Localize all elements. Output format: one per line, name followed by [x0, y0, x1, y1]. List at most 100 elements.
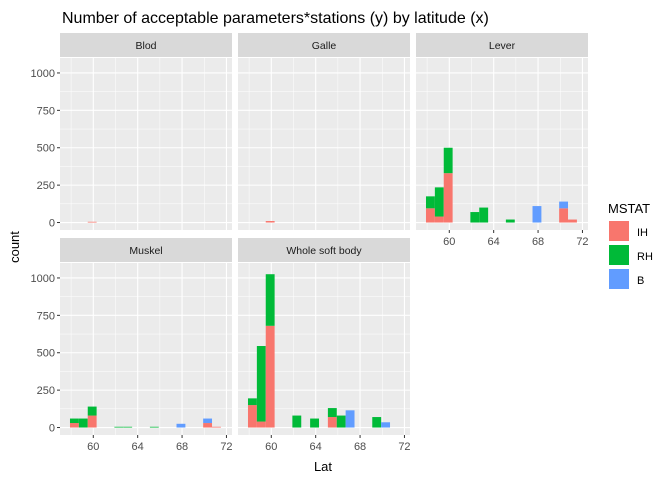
x-tick-label: 68	[532, 236, 544, 248]
bars	[69, 406, 221, 428]
bar-rh	[78, 418, 88, 428]
y-tick-label: 500	[37, 143, 55, 155]
x-tick-label: 72	[220, 441, 232, 453]
x-tick-label: 64	[310, 441, 322, 453]
y-tick-label: 0	[49, 423, 55, 435]
bar-rh	[265, 274, 275, 326]
panel-background	[238, 58, 410, 230]
facet-panel-lever: Lever 60 64 68 72	[416, 33, 589, 248]
bar-rh	[310, 418, 320, 428]
x-tick-label: 60	[443, 236, 455, 248]
bar-rh	[123, 426, 133, 428]
bar-ih	[212, 426, 221, 428]
x-tick-label: 64	[488, 236, 500, 248]
bar-b	[381, 422, 391, 428]
bar-ih	[327, 417, 337, 428]
facet-strip-label: Whole soft body	[286, 245, 362, 257]
bar-rh	[292, 415, 302, 428]
y-tick-label: 750	[37, 310, 55, 322]
bar-rh	[443, 147, 453, 174]
legend-label-rh: RH	[637, 251, 653, 263]
bar-ih	[265, 325, 275, 428]
y-axis-title: count	[7, 231, 22, 263]
bar-rh	[372, 417, 382, 428]
x-tick-label: 60	[265, 441, 277, 453]
bar-ih	[87, 415, 97, 428]
legend-swatch-ih	[609, 221, 629, 241]
x-tick-label: 60	[87, 441, 99, 453]
x-tick-label: 64	[132, 441, 144, 453]
bar-rh	[479, 207, 489, 223]
y-tick-label: 1000	[31, 68, 55, 80]
facet-panel-whole-soft-body: Whole soft body 60 64 68 72	[238, 238, 411, 453]
bar-ih	[69, 423, 79, 428]
y-tick-label: 750	[37, 105, 55, 117]
facet-strip	[60, 33, 232, 57]
x-tick-label: 68	[354, 441, 366, 453]
legend-label-ih: IH	[637, 227, 648, 239]
bar-ih	[87, 221, 97, 223]
x-tick-label: 68	[176, 441, 188, 453]
y-tick-label: 1000	[31, 273, 55, 285]
panel-background	[60, 58, 232, 230]
bar-ih	[568, 219, 577, 223]
y-tick-label: 500	[37, 348, 55, 360]
facet-strip-label: Blod	[135, 40, 156, 52]
gridlines	[416, 58, 588, 230]
legend-swatch-b	[609, 269, 629, 289]
facet-strip	[60, 238, 232, 262]
bar-b	[559, 201, 569, 209]
bar-ih	[425, 208, 435, 223]
bars	[425, 147, 577, 223]
legend-label-b: B	[637, 275, 644, 287]
legend: MSTAT IH RH B	[608, 201, 653, 289]
bar-ih	[203, 423, 213, 428]
facet-strip	[238, 33, 410, 57]
x-tick-label: 72	[576, 236, 588, 248]
bar-ih	[443, 173, 453, 223]
chart-title: Number of acceptable parameters*stations…	[62, 10, 489, 27]
bar-ih	[256, 421, 266, 428]
legend-keys: IH RH B	[609, 221, 653, 289]
bar-b	[176, 423, 186, 428]
bar-rh	[149, 426, 159, 428]
facet-strip-label: Muskel	[129, 245, 162, 257]
legend-swatch-rh	[609, 245, 629, 265]
bar-rh	[336, 415, 346, 428]
bar-rh	[69, 418, 79, 424]
facet-strip-label: Galle	[312, 40, 337, 52]
y-tick-label: 0	[49, 218, 55, 230]
bar-ih	[265, 221, 275, 223]
bar-b	[203, 418, 213, 424]
bar-rh	[114, 426, 124, 428]
gridlines	[60, 263, 232, 435]
gridlines	[238, 58, 410, 230]
facet-strip-label: Lever	[489, 40, 516, 52]
bars	[265, 221, 275, 223]
y-tick-label: 250	[37, 180, 55, 192]
bars	[247, 274, 391, 428]
bar-ih	[434, 216, 444, 223]
bar-rh	[256, 346, 266, 422]
bar-rh	[247, 398, 257, 406]
facet-panel-galle: Galle	[238, 33, 410, 230]
bar-rh	[505, 219, 515, 223]
bar-rh	[425, 196, 435, 209]
facet-panel-blod: Blod 0 250 500 750 1000	[31, 33, 232, 230]
y-tick-label: 250	[37, 385, 55, 397]
x-axis-title: Lat	[314, 459, 332, 474]
facet-panel-muskel: Muskel 0 250 500 750 1000 60 64 68 72	[31, 238, 233, 453]
x-tick-label: 72	[398, 441, 410, 453]
bar-ih	[559, 208, 569, 223]
panel-background	[60, 263, 232, 435]
facet-strip	[238, 238, 410, 262]
facet-strip	[416, 33, 588, 57]
bar-rh	[434, 187, 444, 217]
legend-title: MSTAT	[608, 201, 650, 216]
bar-b	[532, 206, 542, 223]
bar-b	[345, 410, 355, 428]
bar-rh	[327, 408, 337, 418]
bars	[87, 221, 97, 223]
